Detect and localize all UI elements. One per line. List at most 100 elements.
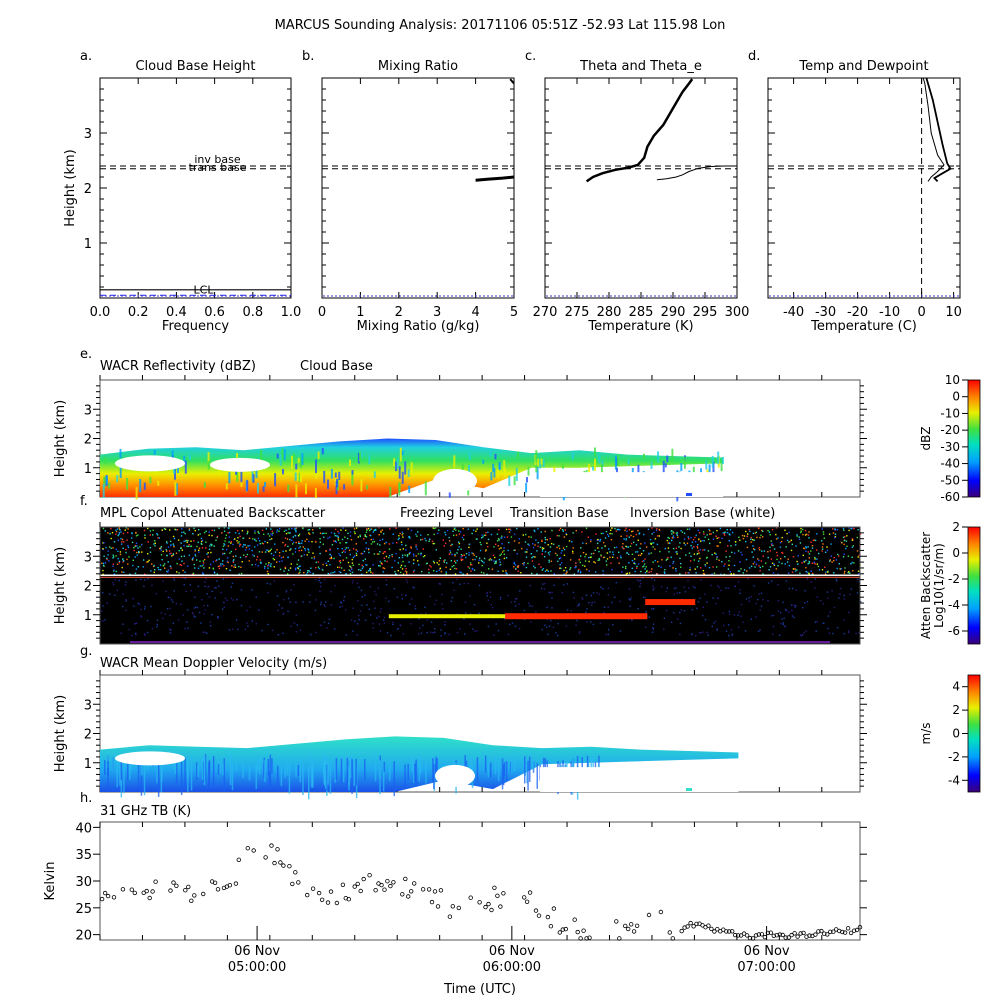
backscatter-pixel	[563, 554, 566, 556]
backscatter-pixel	[200, 622, 202, 624]
backscatter-pixel	[144, 579, 146, 581]
backscatter-pixel	[771, 543, 773, 545]
backscatter-pixel	[409, 603, 411, 605]
backscatter-pixel	[343, 569, 345, 571]
echo-streak	[503, 468, 506, 477]
backscatter-pixel	[779, 612, 782, 614]
backscatter-pixel	[356, 623, 359, 625]
backscatter-pixel	[306, 573, 308, 576]
backscatter-pixel	[805, 547, 807, 549]
backscatter-pixel	[433, 527, 436, 530]
backscatter-pixel	[352, 556, 355, 559]
tb-data-point	[325, 900, 331, 905]
backscatter-pixel	[194, 616, 196, 618]
surface-layer	[130, 641, 830, 644]
backscatter-pixel	[425, 563, 428, 565]
backscatter-pixel	[361, 596, 363, 598]
backscatter-pixel	[702, 549, 704, 551]
backscatter-pixel	[519, 590, 521, 592]
backscatter-pixel	[734, 541, 737, 543]
backscatter-pixel	[220, 563, 222, 565]
backscatter-pixel	[719, 541, 721, 544]
backscatter-pixel	[441, 593, 443, 596]
backscatter-pixel	[605, 560, 607, 562]
backscatter-pixel	[444, 559, 446, 561]
backscatter-pixel	[413, 587, 415, 589]
backscatter-pixel	[259, 543, 261, 545]
backscatter-pixel	[704, 618, 707, 621]
backscatter-pixel	[382, 619, 385, 621]
echo-streak	[298, 472, 301, 482]
backscatter-pixel	[546, 618, 548, 621]
backscatter-pixel	[492, 554, 495, 556]
backscatter-pixel	[724, 563, 726, 565]
backscatter-pixel	[670, 556, 672, 558]
backscatter-pixel	[168, 550, 171, 552]
backscatter-pixel	[422, 556, 425, 558]
backscatter-pixel	[652, 561, 654, 563]
backscatter-pixel	[780, 540, 783, 543]
backscatter-pixel	[729, 529, 732, 531]
backscatter-pixel	[716, 530, 718, 532]
doppler-streak	[419, 759, 422, 774]
backscatter-pixel	[401, 554, 404, 556]
backscatter-pixel	[746, 535, 748, 537]
backscatter-pixel	[506, 536, 509, 538]
backscatter-pixel	[784, 563, 786, 565]
backscatter-pixel	[339, 542, 341, 544]
backscatter-pixel	[231, 565, 233, 567]
backscatter-pixel	[851, 561, 853, 564]
echo-gap	[115, 751, 185, 766]
tb-data-point	[756, 932, 762, 937]
backscatter-pixel	[147, 527, 149, 530]
backscatter-pixel	[102, 573, 104, 575]
echo-streak	[317, 451, 320, 459]
doppler-streak	[514, 756, 516, 772]
backscatter-pixel	[188, 528, 191, 530]
backscatter-pixel	[153, 571, 155, 574]
backscatter-pixel	[517, 565, 520, 567]
backscatter-pixel	[298, 565, 300, 568]
backscatter-pixel	[727, 568, 730, 570]
backscatter-pixel	[816, 549, 818, 551]
backscatter-pixel	[438, 529, 440, 531]
backscatter-pixel	[114, 579, 117, 581]
echo-gap	[210, 457, 270, 472]
backscatter-pixel	[843, 553, 845, 555]
backscatter-pixel	[401, 593, 403, 596]
backscatter-pixel	[352, 580, 354, 582]
backscatter-pixel	[716, 537, 718, 539]
plot-frame	[767, 77, 961, 299]
backscatter-pixel	[615, 581, 617, 584]
doppler-streak	[129, 754, 131, 780]
doppler-streak	[572, 757, 575, 775]
backscatter-pixel	[752, 563, 755, 565]
backscatter-pixel	[282, 550, 284, 553]
backscatter-pixel	[223, 565, 225, 567]
backscatter-pixel	[776, 554, 779, 557]
backscatter-pixel	[636, 551, 639, 553]
backscatter-pixel	[312, 572, 314, 575]
echo-streak	[203, 481, 206, 488]
backscatter-pixel	[154, 569, 156, 571]
backscatter-pixel	[274, 543, 276, 545]
tb-data-point	[406, 894, 411, 899]
echo-streak	[351, 470, 354, 475]
backscatter-pixel	[734, 585, 736, 588]
backscatter-pixel	[256, 559, 258, 561]
backscatter-pixel	[426, 562, 428, 564]
backscatter-pixel	[102, 527, 105, 530]
backscatter-pixel	[337, 539, 340, 541]
backscatter-pixel	[685, 572, 687, 574]
backscatter-pixel	[181, 560, 183, 562]
backscatter-pixel	[630, 542, 633, 545]
doppler-streak	[184, 757, 186, 787]
backscatter-pixel	[285, 590, 288, 592]
doppler-streak	[280, 762, 283, 787]
backscatter-pixel	[210, 625, 212, 627]
backscatter-pixel	[226, 557, 229, 559]
tb-data-point	[575, 929, 580, 935]
backscatter-pixel	[290, 589, 292, 591]
tb-data-point	[144, 888, 149, 894]
backscatter-pixel	[109, 593, 111, 595]
